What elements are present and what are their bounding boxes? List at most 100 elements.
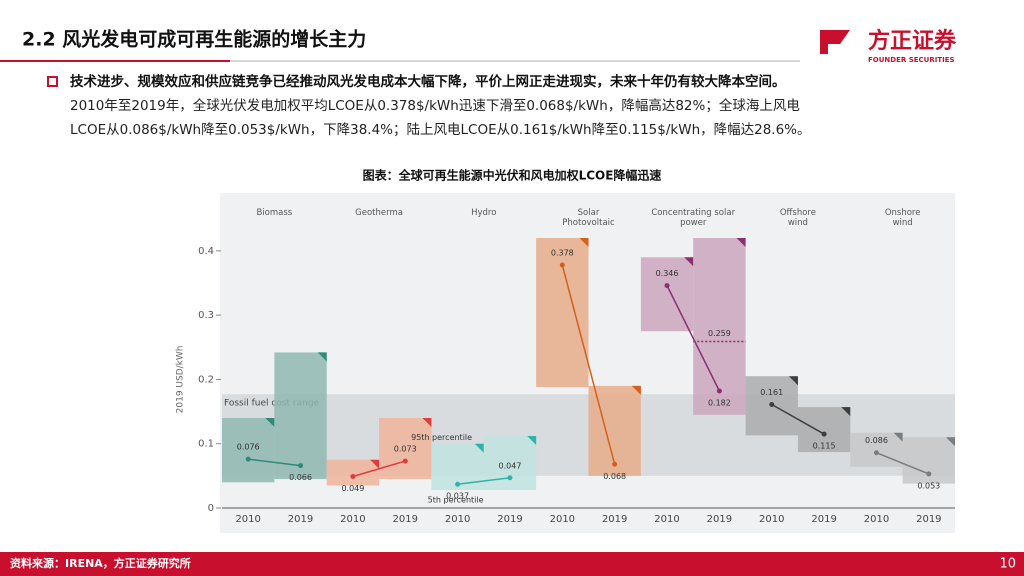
percentile-range	[850, 432, 903, 467]
percentile-label: 95th percentile	[411, 433, 472, 442]
x-tick-label: 2019	[602, 514, 627, 525]
body-line: 2010年至2019年，全球光伏发电加权平均LCOE从0.378$/kWh迅速下…	[70, 97, 800, 114]
y-tick-label: 0.4	[198, 246, 214, 257]
percentile-range	[797, 407, 851, 453]
value-label: 0.076	[237, 443, 260, 452]
percentile-range	[640, 257, 694, 332]
range-flag	[841, 407, 851, 417]
header-rule	[0, 60, 800, 62]
footer-source: 资料来源：IRENA，方正证券研究所	[10, 556, 191, 570]
value-label: 0.047	[499, 461, 522, 470]
range-flag	[946, 437, 955, 447]
change-line	[561, 264, 616, 465]
point	[507, 475, 513, 481]
value-label: 0.161	[760, 388, 783, 397]
group-label-line: Hydro	[471, 208, 496, 218]
change-line	[666, 285, 721, 392]
range-flag	[265, 418, 275, 427]
x-tick-label: 2019	[811, 514, 836, 525]
value-label: 0.049	[341, 484, 364, 493]
value-label: 0.053	[917, 481, 940, 490]
point	[873, 450, 879, 456]
group-label: Biomass	[256, 208, 292, 218]
group-label-line: wind	[893, 218, 913, 228]
percentile-range	[326, 459, 380, 486]
percentile-range	[483, 436, 537, 490]
percentile-range	[902, 437, 955, 484]
x-tick-label: 2010	[445, 514, 470, 525]
range-flag	[474, 443, 484, 453]
percentile-range	[536, 238, 589, 388]
range-flag	[684, 257, 694, 267]
value-label: 0.346	[656, 269, 679, 278]
change-line	[248, 458, 301, 467]
group-label: Hydro	[471, 208, 496, 218]
point	[664, 283, 670, 289]
x-tick-label: 2019	[288, 514, 313, 525]
header-rule-accent	[0, 60, 230, 62]
group-label-line: Geotherma	[355, 208, 403, 218]
value-label: 0.115	[813, 442, 836, 451]
range-flag	[631, 385, 641, 395]
x-tick-label: 2019	[916, 514, 941, 525]
range-flag	[579, 238, 589, 247]
x-tick-label: 2010	[235, 514, 260, 525]
slide-title: 2.2 风光发电可成可再生能源的增长主力	[22, 28, 366, 51]
percentile-range	[588, 385, 641, 476]
group-label: Solar Photovoltaic	[562, 208, 615, 228]
percentile-range	[693, 238, 746, 415]
range-flag	[736, 238, 746, 247]
x-tick-label: 2019	[707, 514, 732, 525]
y-axis-label: 2019 USD/kWh	[176, 346, 186, 414]
y-tick-label: 0.1	[198, 439, 214, 450]
x-tick-label: 2010	[340, 514, 365, 525]
value-label: 0.086	[865, 436, 888, 445]
group-label: Concentrating solar power	[651, 208, 735, 228]
range-flag	[317, 352, 327, 362]
value-label: 0.068	[603, 472, 626, 481]
x-tick-label: 2019	[393, 514, 418, 525]
point	[559, 262, 565, 268]
bullet-icon	[47, 76, 58, 87]
x-tick-label: 2019	[497, 514, 522, 525]
group-label-line: Photovoltaic	[562, 218, 615, 228]
y-tick-label: 0	[208, 503, 214, 514]
logo-icon	[820, 30, 850, 54]
fossil-label: Fossil fuel cost range	[224, 399, 320, 409]
range-flag	[370, 459, 380, 469]
value-label: 0.073	[394, 445, 417, 454]
bullet-text: 技术进步、规模效应和供应链竞争已经推动风光发电成本大幅下降，平价上网正走进现实，…	[70, 73, 786, 90]
x-tick-label: 2010	[759, 514, 784, 525]
group-label-line: Offshore	[780, 208, 816, 218]
group-label-line: power	[680, 218, 707, 228]
body-line: LCOE从0.086$/kWh降至0.053$/kWh，下降38.4%；陆上风电…	[70, 122, 811, 138]
point	[455, 481, 461, 487]
change-line	[457, 477, 511, 485]
point	[716, 388, 722, 394]
value-label: 0.037	[446, 492, 469, 501]
group-label: Onshore wind	[885, 208, 921, 228]
csp-marker-label: 0.259	[708, 329, 731, 338]
change-line	[876, 452, 930, 475]
point	[402, 458, 408, 464]
value-label: 0.182	[708, 399, 731, 408]
y-tick-label: 0.2	[198, 374, 214, 385]
group-label-line: Biomass	[256, 208, 292, 218]
point	[245, 456, 251, 462]
x-tick-label: 2010	[864, 514, 889, 525]
point	[612, 461, 618, 467]
group-label-line: Onshore	[885, 208, 921, 218]
percentile-range	[222, 418, 275, 483]
point	[821, 431, 827, 437]
group-label: Offshore wind	[780, 208, 816, 228]
point	[769, 402, 775, 407]
chart-title: 图表：全球可再生能源中光伏和风电加权LCOE降幅迅速	[363, 168, 662, 183]
x-tick-label: 2010	[654, 514, 679, 525]
point	[926, 471, 932, 477]
percentile-label: 5th percentile	[428, 496, 484, 505]
x-tick-label: 2010	[550, 514, 575, 525]
point	[298, 463, 304, 469]
percentile-range	[274, 352, 327, 480]
page-number: 10	[999, 557, 1016, 572]
